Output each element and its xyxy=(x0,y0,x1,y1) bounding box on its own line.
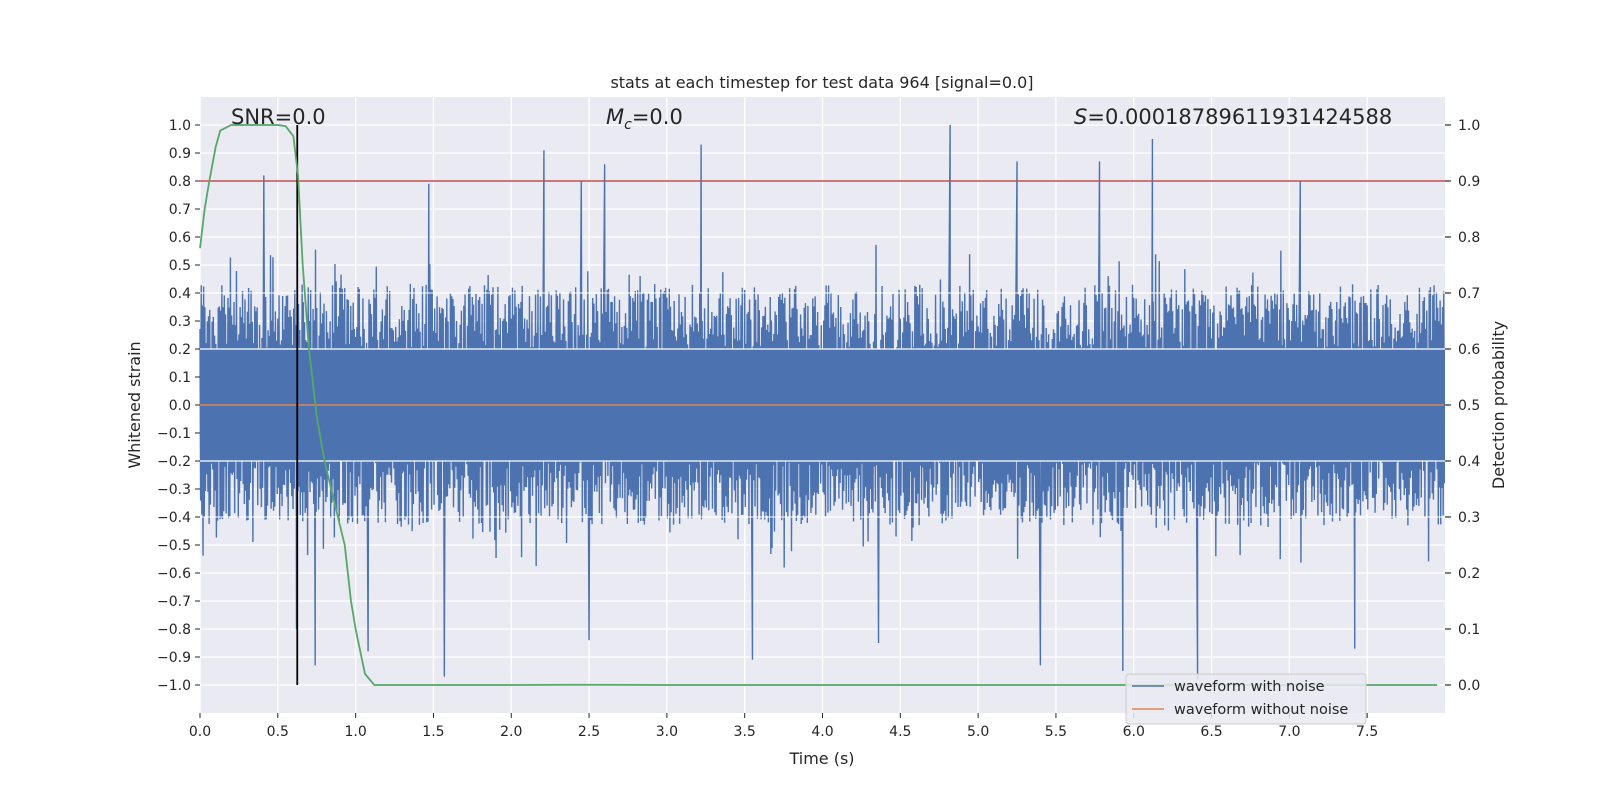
y-tick-label: 0.9 xyxy=(169,146,191,162)
x-tick-label: 4.0 xyxy=(811,724,833,740)
score-annotation: S=0.00018789611931424588 xyxy=(1074,105,1392,129)
y-tick-label: −0.5 xyxy=(157,538,191,554)
y-tick-label: −0.9 xyxy=(157,650,191,666)
y-tick-label: −0.7 xyxy=(157,594,191,610)
x-tick-label: 0.0 xyxy=(189,724,211,740)
y2-tick-label: 0.1 xyxy=(1458,622,1480,638)
x-tick-label: 6.0 xyxy=(1123,724,1145,740)
y-tick-label: 0.4 xyxy=(169,286,191,302)
y-tick-label: −1.0 xyxy=(157,678,191,694)
y2-tick-label: 0.9 xyxy=(1458,174,1480,190)
mc-symbol: M xyxy=(606,105,624,129)
y-tick-label: 0.0 xyxy=(169,398,191,414)
x-tick-label: 0.5 xyxy=(267,724,289,740)
chart-title: stats at each timestep for test data 964… xyxy=(610,73,1033,92)
x-tick-label: 5.5 xyxy=(1045,724,1067,740)
y2-tick-label: 0.3 xyxy=(1458,510,1480,526)
y-tick-label: 0.8 xyxy=(169,174,191,190)
y-tick-label: −0.4 xyxy=(157,510,191,526)
y2-tick-label: 0.6 xyxy=(1458,342,1480,358)
y2-tick-label: 0.0 xyxy=(1458,678,1480,694)
y-tick-label: 0.3 xyxy=(169,314,191,330)
y-tick-label: −0.8 xyxy=(157,622,191,638)
x-tick-label: 7.5 xyxy=(1356,724,1378,740)
detection-probability-line xyxy=(199,124,1438,686)
mc-value: =0.0 xyxy=(632,105,683,129)
x-tick-label: 1.0 xyxy=(344,724,366,740)
snr-annotation: SNR=0.0 xyxy=(231,105,326,129)
y2-tick-label: 0.5 xyxy=(1458,398,1480,414)
y-tick-label: 0.1 xyxy=(169,370,191,386)
legend-label-noise: waveform with noise xyxy=(1174,679,1325,695)
x-tick-label: 7.0 xyxy=(1278,724,1300,740)
y-tick-label: 0.2 xyxy=(169,342,191,358)
x-tick-label: 3.0 xyxy=(656,724,678,740)
y-tick-label: −0.3 xyxy=(157,482,191,498)
y2-tick-label: 0.4 xyxy=(1458,454,1480,470)
x-tick-label: 1.5 xyxy=(422,724,444,740)
x-axis-ticks: 0.0 0.5 1.0 1.5 2.0 2.5 3.0 3.5 4.0 4.5 5.0 5.5 6.0 6… xyxy=(189,713,1378,740)
legend-label-clean: waveform without noise xyxy=(1174,702,1348,718)
x-tick-label: 2.0 xyxy=(500,724,522,740)
y-tick-label: 0.7 xyxy=(169,202,191,218)
x-tick-label: 5.0 xyxy=(967,724,989,740)
y2-axis-ticks: 1.0 0.9 0.8 0.7 0.6 0.5 0.4 0.3 0.2 0.1 0.0 xyxy=(1445,118,1480,694)
x-tick-label: 6.5 xyxy=(1200,724,1222,740)
y-axis-label: Whitened strain xyxy=(125,341,144,468)
y2-tick-label: 0.8 xyxy=(1458,230,1480,246)
s-symbol: S xyxy=(1074,105,1087,129)
y2-axis-label: Detection probability xyxy=(1489,321,1508,489)
x-axis-label: Time (s) xyxy=(788,749,854,768)
y-tick-label: −0.1 xyxy=(157,426,191,442)
s-value: =0.00018789611931424588 xyxy=(1087,105,1392,129)
x-tick-label: 2.5 xyxy=(578,724,600,740)
y-tick-label: 0.6 xyxy=(169,230,191,246)
legend: waveform with noise waveform without noi… xyxy=(1125,673,1367,725)
y2-tick-label: 0.7 xyxy=(1458,286,1480,302)
x-tick-label: 4.5 xyxy=(889,724,911,740)
mc-subscript: c xyxy=(624,117,632,133)
y-tick-label: −0.6 xyxy=(157,566,191,582)
y2-tick-label: 1.0 xyxy=(1458,118,1480,134)
y-tick-label: −0.2 xyxy=(157,454,191,470)
y-tick-label: 1.0 xyxy=(169,118,191,134)
y-tick-label: 0.5 xyxy=(169,258,191,274)
chirp-mass-annotation: Mc=0.0 xyxy=(606,105,683,133)
x-tick-label: 3.5 xyxy=(734,724,756,740)
y2-tick-label: 0.2 xyxy=(1458,566,1480,582)
legend-box xyxy=(1125,673,1367,725)
y-axis-ticks: 1.0 0.9 0.8 0.7 0.6 0.5 0.4 0.3 0.2 0.1 0.0 −0.1 −0.… xyxy=(157,118,200,694)
